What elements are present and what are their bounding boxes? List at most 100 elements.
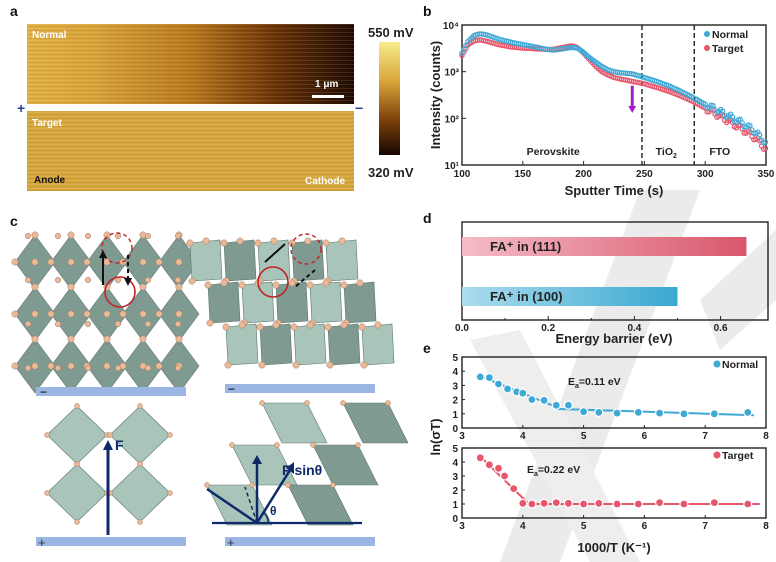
x-tick-label: 300 (697, 169, 714, 180)
y-tick-label: 10¹ (445, 161, 460, 172)
atom (304, 237, 312, 245)
x-tick-label: 100 (454, 169, 471, 180)
atom (44, 432, 50, 438)
data-point-normal (527, 395, 537, 405)
atom (272, 321, 280, 329)
fit-line (556, 407, 754, 417)
scale-bar-label: 1 μm (315, 79, 338, 90)
atom (83, 310, 91, 318)
octahedron (46, 463, 108, 523)
atom (54, 276, 62, 284)
colorbar-min: 320 mV (368, 165, 414, 180)
migration-arrow (264, 243, 286, 263)
data-point-normal (493, 379, 504, 389)
atom (175, 283, 183, 291)
y-tick-label: 0 (452, 424, 458, 435)
legend-normal: Normal (722, 359, 758, 371)
electrode-top (36, 387, 186, 396)
octahedron (261, 402, 328, 444)
atom (139, 335, 147, 343)
colorbar-max: 550 mV (368, 25, 414, 40)
atom (204, 482, 210, 488)
atom (103, 310, 111, 318)
x-tick-label: 5 (581, 521, 587, 532)
x-tick-label: 4 (520, 431, 526, 442)
atom (114, 320, 122, 328)
x-tick-label: 250 (636, 169, 653, 180)
data-point-normal (704, 105, 710, 111)
data-point-normal (484, 372, 494, 383)
atom (84, 364, 92, 372)
atom (206, 319, 214, 327)
data-point-normal (747, 122, 753, 129)
electrode-top (225, 384, 375, 393)
atom (360, 361, 368, 369)
atom (24, 320, 32, 328)
legend-target: Target (712, 43, 744, 55)
atom (139, 258, 147, 266)
panel-b-chart: b Sputter Time (s) Intensity (counts) 10… (423, 3, 775, 198)
atom (31, 310, 39, 318)
y-tick-label: 5 (452, 353, 458, 364)
panel-label-d: d (423, 210, 432, 226)
plot-frame (461, 447, 767, 519)
return-arrow (294, 269, 316, 288)
minus-sign: − (228, 382, 235, 396)
force-arrow (255, 469, 292, 524)
data-point-target (679, 499, 689, 509)
atom (304, 400, 310, 406)
atom (54, 320, 62, 328)
data-point-target (518, 498, 528, 508)
atom (144, 364, 152, 372)
data-point-target (539, 498, 549, 508)
atom (31, 258, 39, 266)
atom (270, 237, 278, 245)
normal-label: Normal (32, 30, 67, 41)
atom (144, 320, 152, 328)
atom (67, 362, 75, 370)
atom (54, 232, 62, 240)
x-tick-label: 5 (581, 431, 587, 442)
atom (137, 461, 143, 467)
anode-label: Anode (34, 175, 66, 186)
atom (290, 323, 298, 331)
arrow-head (124, 278, 132, 286)
data-point-target (484, 460, 494, 470)
bar-label: FA⁺ in (111) (490, 239, 561, 254)
y-tick-label: 10⁴ (443, 21, 459, 32)
atom (186, 239, 194, 247)
y-axis-label: ln(σT) (428, 418, 443, 455)
plot-frame (461, 24, 767, 166)
atom (202, 237, 210, 245)
atom (355, 442, 361, 448)
atom (74, 403, 80, 409)
atom (258, 361, 266, 369)
atom (11, 310, 19, 318)
atom (175, 310, 183, 318)
atom (167, 490, 173, 496)
panel-d-chart: d Energy barrier (eV) 0.0 0.2 0.4 0.6 FA⁺ in… (423, 210, 769, 346)
atom (31, 231, 39, 239)
atom (330, 482, 336, 488)
data-point-normal (729, 114, 736, 120)
legend-normal: Normal (712, 29, 748, 41)
atom (11, 362, 19, 370)
y-tick-label: 2 (452, 396, 458, 407)
data-point-normal (633, 407, 643, 417)
atom (326, 361, 334, 369)
atom (114, 232, 122, 240)
x-tick-label: 0.0 (455, 323, 469, 334)
atom (340, 281, 348, 289)
atom (340, 321, 348, 329)
x-tick-label: 0.2 (541, 323, 555, 334)
atom (256, 323, 264, 331)
data-point-normal (551, 400, 561, 410)
data-point-target (509, 484, 519, 494)
atom (31, 362, 39, 370)
atom (322, 279, 330, 287)
octahedron (207, 281, 241, 324)
x-tick-label: 7 (702, 521, 708, 532)
data-point-normal (518, 388, 528, 398)
region-label: Perovskite (527, 146, 580, 158)
